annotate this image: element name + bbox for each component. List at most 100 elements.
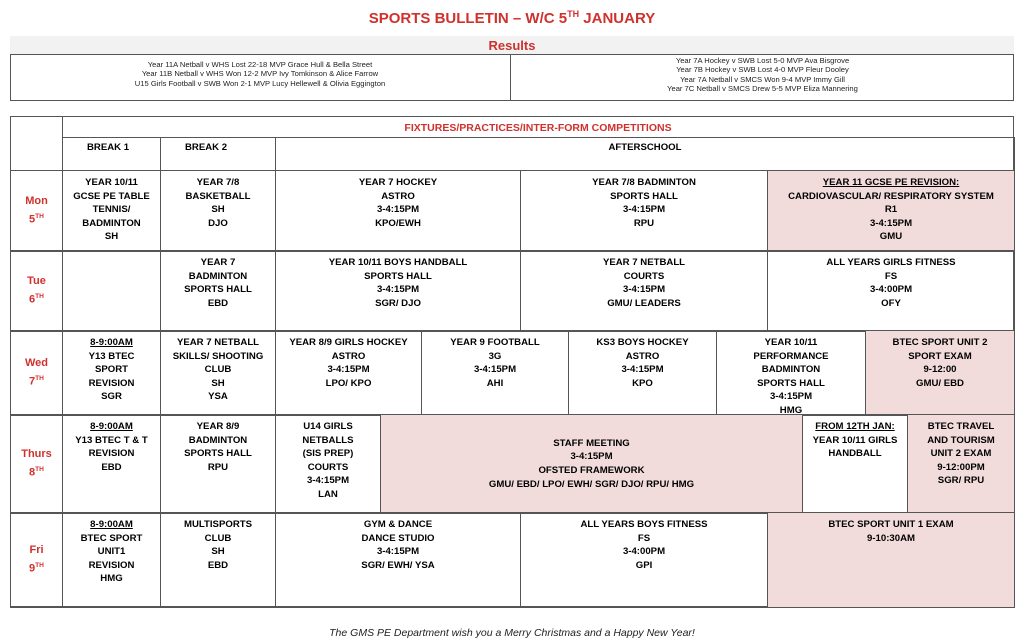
- cell-line: OFY: [881, 297, 901, 309]
- cell-line: ASTRO: [381, 190, 415, 202]
- date-suffix: TH: [35, 213, 44, 221]
- date-number: 8: [29, 466, 36, 479]
- cell-line: CLUB: [204, 364, 232, 376]
- cell-line: SPORT EXAM: [908, 350, 972, 362]
- cell-line: YEAR 9 FOOTBALL: [450, 337, 540, 348]
- cell-line: YEAR 7: [200, 257, 236, 268]
- cell-line: YEAR 7 NETBALL: [176, 337, 260, 348]
- cell-line: SPORTS HALL: [364, 270, 432, 282]
- day-cell: Fri 9TH: [10, 512, 63, 608]
- activity-cell: YEAR 7 BADMINTON SPORTS HALL EBD: [160, 250, 276, 332]
- cell-line: SH: [211, 546, 225, 558]
- cell-line: RPU: [207, 461, 229, 473]
- cell-line: EBD: [207, 297, 229, 309]
- cell-line: 3-4:15PM: [622, 284, 666, 296]
- date-suffix: TH: [35, 293, 44, 301]
- activity-cell: KS3 BOYS HOCKEY ASTRO 3-4:15PM KPO: [568, 330, 717, 416]
- cell-line: SPORTS HALL: [184, 448, 252, 460]
- cell-line: UNIT1: [97, 546, 126, 558]
- date-number: 7: [29, 375, 36, 388]
- day-name: Tue: [27, 275, 46, 288]
- activity-cell: YEAR 10/11 PERFORMANCE BADMINTON SPORTS HAL…: [716, 330, 866, 416]
- cell-line: AHI: [486, 377, 504, 389]
- date-number: 6: [29, 293, 36, 306]
- cell-line: 3-4:15PM: [376, 546, 420, 558]
- cell-line: 8-9:00AM: [90, 421, 133, 432]
- cell-line: SH: [211, 204, 225, 216]
- cell-line: ALL YEARS GIRLS FITNESS: [826, 257, 956, 268]
- activity-cell: YEAR 7/8 BADMINTON SPORTS HALL 3-4:15PM RPU: [520, 170, 768, 252]
- cell-line: 3-4:15PM: [621, 364, 664, 376]
- cell-line: DJO: [208, 217, 228, 229]
- cell-line: BTEC SPORT UNIT 1 EXAM: [828, 519, 954, 530]
- cell-line: 3-4:15PM: [769, 391, 813, 403]
- cell-line: SPORTS HALL: [757, 377, 825, 389]
- cell-line: HANDBALL: [828, 448, 882, 460]
- cell-line: BADMINTON: [82, 217, 141, 229]
- day-date: 7TH: [11, 371, 62, 390]
- cell-line: GCSE PE TABLE: [73, 190, 150, 202]
- cell-line: YEAR 7 HOCKEY: [358, 177, 438, 188]
- cell-line: ASTRO: [331, 350, 366, 362]
- activity-cell: STAFF MEETING 3-4:15PM OFSTED FRAMEWORK GMU…: [380, 414, 803, 514]
- day-cell: Tue 6TH: [10, 250, 63, 332]
- activity-cell: ALL YEARS GIRLS FITNESS FS 3-4:00PM OFY: [767, 250, 1015, 332]
- corner-cell: [10, 116, 63, 171]
- table-heading: FIXTURES/PRACTICES/INTER-FORM COMPETITIO…: [62, 116, 1014, 138]
- cell-line: ASTRO: [625, 350, 660, 362]
- cell-line: 3G: [488, 350, 502, 362]
- activity-cell: YEAR 7/8 BASKETBALL SH DJO: [160, 170, 276, 252]
- cell-line: YEAR 8/9: [196, 421, 240, 432]
- cell-line: YEAR 7/8 BADMINTON: [592, 177, 696, 188]
- cell-line: OFSTED FRAMEWORK: [538, 465, 645, 476]
- cell-line: COURTS: [623, 270, 665, 282]
- cell-line: GPI: [635, 559, 653, 571]
- cell-line: 3-4:00PM: [869, 284, 913, 296]
- result-line: Year 7B Hockey v SWB Lost 4-0 MVP Fleur …: [676, 65, 849, 75]
- activity-cell: ALL YEARS BOYS FITNESS FS 3-4:00PM GPI: [520, 512, 768, 608]
- day-name: Mon: [25, 195, 48, 208]
- cell-line: 3-4:15PM: [473, 364, 517, 376]
- cell-line: 8-9:00AM: [90, 337, 133, 348]
- cell-line: R1: [884, 204, 898, 216]
- cell-line: 9-12:00: [923, 364, 957, 376]
- cell-line: (SIS PREP): [302, 448, 354, 460]
- cell-line: SKILLS/ SHOOTING: [172, 350, 264, 362]
- activity-cell: YEAR 7 NETBALL SKILLS/ SHOOTING CLUB SH YSA: [160, 330, 276, 416]
- column-header: BREAK 2: [160, 137, 276, 171]
- cell-line: REVISION: [88, 559, 135, 571]
- cell-line: 3-4:15PM: [622, 204, 666, 216]
- day-cell: Wed 7TH: [10, 330, 63, 416]
- cell-line: 3-4:15PM: [327, 364, 370, 376]
- cell-line: SH: [211, 377, 225, 389]
- cell-line: BADMINTON: [188, 434, 248, 446]
- cell-line: DANCE STUDIO: [361, 532, 435, 544]
- cell-line: SPORTS HALL: [610, 190, 678, 202]
- date-number: 9: [29, 562, 36, 575]
- empty-cell: [62, 250, 161, 332]
- result-line: Year 11B Netball v WHS Won 12-2 MVP Ivy …: [141, 69, 379, 79]
- cell-line: Y13 BTEC T & T: [75, 434, 148, 446]
- cell-line: 3-4:15PM: [869, 217, 913, 229]
- activity-cell: 8-9:00AM Y13 BTEC T & T REVISION EBD: [62, 414, 161, 514]
- cell-line: TENNIS/: [92, 204, 131, 216]
- cell-line: BTEC SPORT: [80, 532, 143, 544]
- cell-line: RPU: [633, 217, 655, 229]
- cell-line: COURTS: [307, 461, 349, 473]
- results-heading: Results: [10, 36, 1014, 55]
- cell-line: GMU/ EBD: [916, 377, 964, 389]
- cell-line: HMG: [779, 404, 803, 416]
- cell-line: REVISION: [88, 448, 135, 460]
- cell-line: CLUB: [204, 532, 232, 544]
- cell-line: BADMINTON: [761, 364, 821, 376]
- day-date: 9TH: [11, 558, 62, 577]
- divider: [510, 55, 511, 101]
- cell-line: 3-4:15PM: [570, 451, 613, 463]
- activity-cell: YEAR 7 NETBALL COURTS 3-4:15PM GMU/ LEADERS: [520, 250, 768, 332]
- cell-line: 9-10:30AM: [867, 532, 915, 544]
- cell-line: BADMINTON: [188, 270, 248, 282]
- cell-line: 3-4:00PM: [622, 546, 666, 558]
- day-name: Wed: [24, 357, 49, 370]
- cell-line: FS: [637, 532, 651, 544]
- title-sup: TH: [567, 9, 580, 19]
